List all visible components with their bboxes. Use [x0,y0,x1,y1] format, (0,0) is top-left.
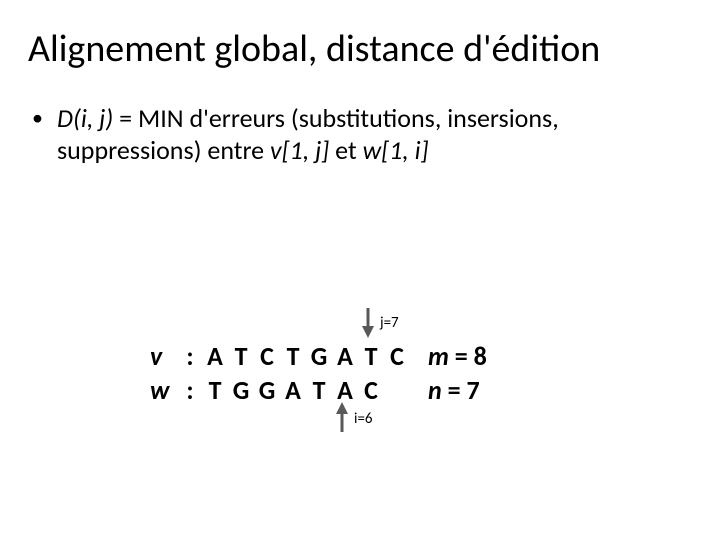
bullet-text: D(i, j) = MIN d'erreurs (substitutions, … [57,102,692,167]
seq-w-4: T [306,374,332,406]
arrow-top [360,306,376,338]
seq-w-len-val: 7 [466,374,479,406]
seq-v-len: m = 8 [428,340,487,372]
seq-w-0: T [202,374,228,406]
seq-v-len-val: 8 [474,340,487,372]
seq-w-6: C [358,374,384,406]
seq-v-1: T [228,340,254,372]
seq-w-len-label: n [428,374,442,406]
bullet-item: • D(i, j) = MIN d'erreurs (substitutions… [28,102,692,167]
seq-w-label: w [150,374,178,406]
seq-v-5: A [332,340,358,372]
seq-v-label: v [150,340,178,372]
seq-w-7 [384,374,410,406]
bullet-et: et [329,134,362,166]
seq-v-letters: A T C T G A T C [202,340,410,372]
arrow-bottom-label: i=6 [354,410,373,428]
seq-w-len: n = 7 [428,374,480,406]
bullet-marker: • [32,102,43,134]
slide: Alignement global, distance d'édition • … [0,0,720,540]
sequence-row-v: v : A T C T G A T C m = 8 [150,340,610,372]
seq-v-2: C [254,340,280,372]
seq-v-4: G [306,340,332,372]
seq-v-0: A [202,340,228,372]
seq-w-3: A [280,374,306,406]
seq-w-1: G [228,374,254,406]
seq-v-7: C [384,340,410,372]
slide-title: Alignement global, distance d'édition [28,28,692,72]
seq-w-colon: : [178,374,202,406]
seq-v-3: T [280,340,306,372]
seq-w-letters: T G G A T A C [202,374,410,406]
arrow-bottom [334,402,350,434]
seq-v-6: T [358,340,384,372]
seq-w-2: G [254,374,280,406]
w1i-term: w[1, i] [363,134,429,166]
v1j-term: v[1, j] [270,134,329,166]
sequence-row-w: w : T G G A T A C n = 7 [150,374,610,406]
seq-v-len-label: m [428,340,449,372]
arrow-top-label: j=7 [380,314,399,332]
sequence-area: j=7 v : A T C T G A T C m = 8 w : [150,340,610,408]
dij-term: D(i, j) [57,102,113,134]
seq-v-colon: : [178,340,202,372]
